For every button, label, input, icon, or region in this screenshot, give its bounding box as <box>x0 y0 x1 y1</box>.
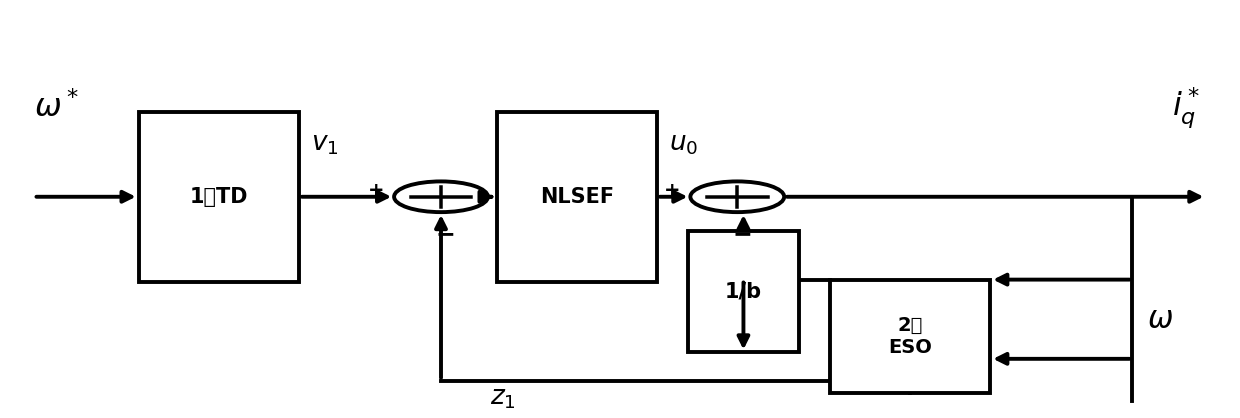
Text: $\omega$: $\omega$ <box>1147 305 1173 334</box>
Text: $i_q^*$: $i_q^*$ <box>1172 85 1200 130</box>
Circle shape <box>691 181 784 212</box>
Text: $z_1$: $z_1$ <box>490 385 516 411</box>
Bar <box>688 231 799 352</box>
Text: 1/b: 1/b <box>725 282 763 302</box>
Text: $z_2$: $z_2$ <box>758 250 784 276</box>
Text: $u_0$: $u_0$ <box>670 131 698 157</box>
Text: 1阶TD: 1阶TD <box>190 187 248 207</box>
Bar <box>830 280 991 393</box>
Text: $\omega^*$: $\omega^*$ <box>33 92 79 124</box>
Bar <box>496 112 657 282</box>
Bar <box>139 112 299 282</box>
Text: 2阶
ESO: 2阶 ESO <box>888 316 932 357</box>
Circle shape <box>394 181 487 212</box>
Text: +: + <box>368 181 384 200</box>
Text: $v_1$: $v_1$ <box>311 131 339 157</box>
Text: +: + <box>663 181 681 200</box>
Text: −: − <box>732 222 751 246</box>
Text: NLSEF: NLSEF <box>539 187 614 207</box>
Text: −: − <box>435 222 455 246</box>
Text: $e_3$: $e_3$ <box>500 131 528 157</box>
